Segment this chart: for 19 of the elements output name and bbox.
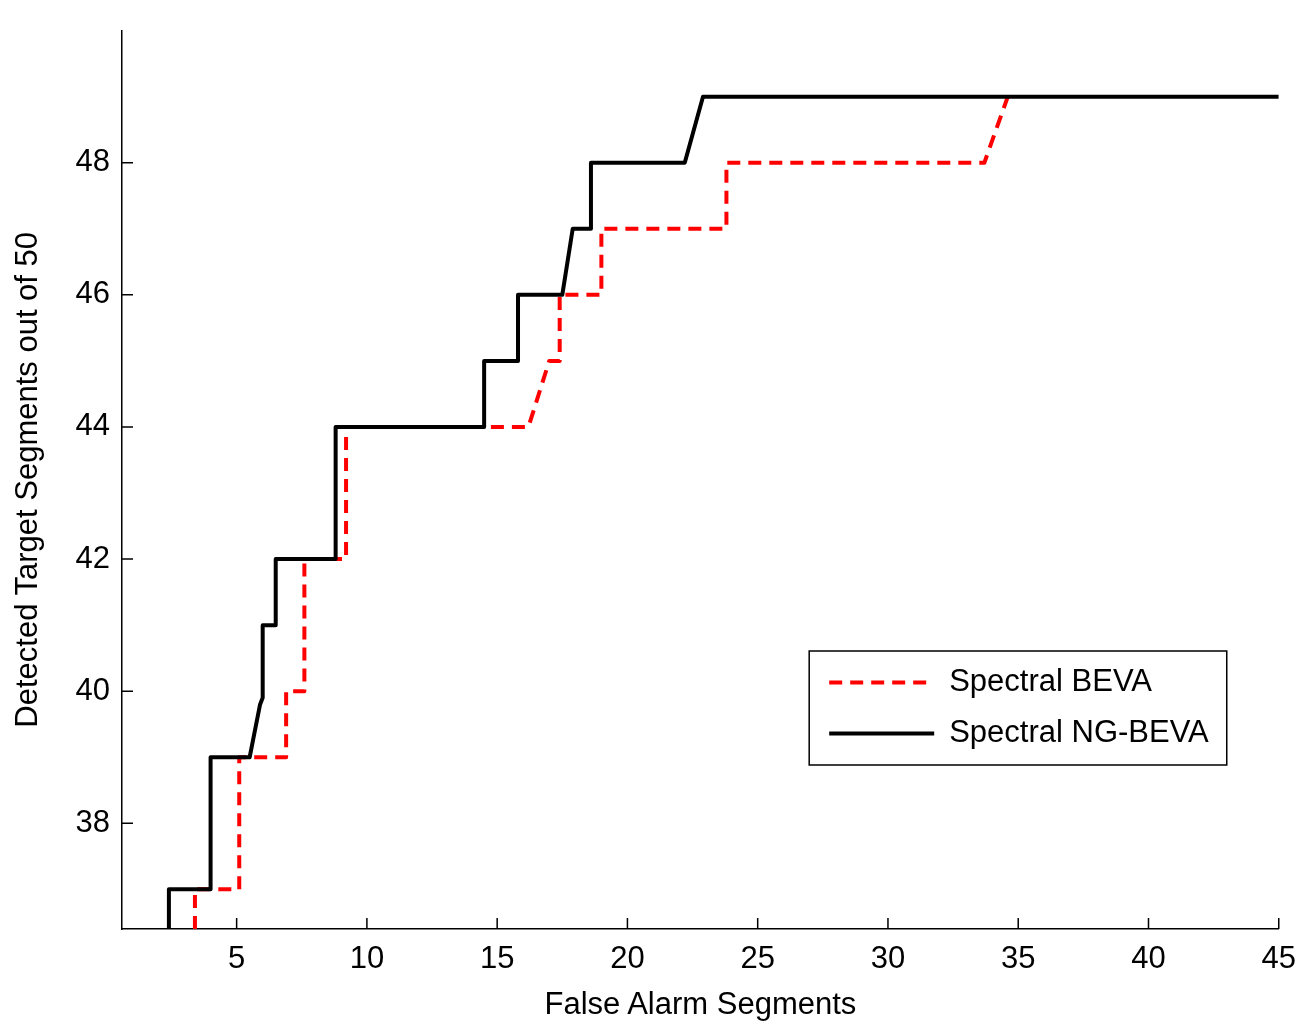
- y-tick-label: 44: [75, 407, 110, 443]
- y-tick-label: 38: [75, 803, 110, 839]
- x-axis-title: False Alarm Segments: [544, 985, 857, 1021]
- y-tick-label: 42: [75, 539, 110, 575]
- x-tick-label: 10: [349, 940, 385, 976]
- y-tick-label: 48: [75, 143, 110, 179]
- y-tick-label: 40: [75, 671, 110, 707]
- x-tick-label: 30: [870, 940, 906, 976]
- y-tick-label: 46: [75, 275, 110, 311]
- y-axis-title: Detected Target Segments out of 50: [9, 231, 45, 728]
- x-tick-label: 20: [610, 940, 645, 976]
- legend-label: Spectral NG-BEVA: [949, 714, 1210, 750]
- legend-label: Spectral BEVA: [949, 663, 1153, 699]
- x-tick-label: 40: [1131, 940, 1166, 976]
- x-tick-label: 35: [1000, 940, 1036, 976]
- x-tick-label: 15: [479, 940, 515, 976]
- x-tick-label: 45: [1261, 940, 1296, 976]
- x-tick-label: 5: [228, 940, 246, 976]
- x-tick-label: 25: [740, 940, 775, 976]
